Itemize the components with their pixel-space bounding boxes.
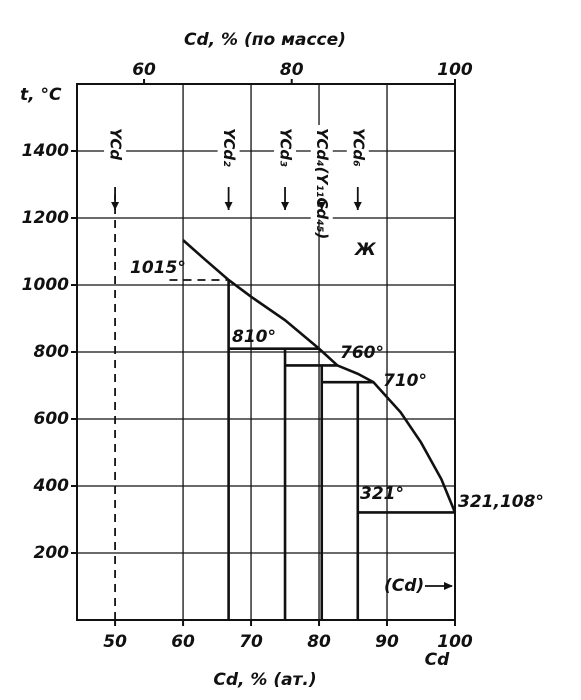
arrow-head [111, 202, 120, 210]
arrow-head [353, 202, 362, 210]
x2-axis-title: Cd, % (по массе) [184, 30, 346, 50]
x-tick-label: 90 [375, 632, 399, 652]
annotation: Ж [354, 240, 377, 260]
y-axis-title: t, °C [20, 85, 62, 105]
x2-tick-label: 80 [280, 60, 304, 80]
compound-label: YCd₃ [277, 128, 295, 167]
compound-label: YCd₄(Y₁₁Cd₄₅) [313, 128, 331, 239]
arrow-head [224, 202, 233, 210]
x2-tick-label: 100 [437, 60, 473, 80]
annotation: 1015° [130, 258, 186, 278]
x-axis-title: Cd, % (ат.) [213, 670, 316, 690]
y-tick-label: 600 [34, 409, 70, 429]
label-bg [104, 125, 127, 185]
label-bg [217, 125, 240, 185]
arrow-head [281, 202, 290, 210]
y-tick-label: 400 [33, 476, 70, 496]
liquidus-curve [182, 239, 457, 513]
x-tick-label: 100 [437, 632, 473, 652]
x-tick-label: 50 [103, 632, 127, 652]
x-tick-label: 70 [239, 632, 263, 652]
compound-label: YCd [107, 128, 125, 160]
annotation: (Cd) [384, 576, 424, 596]
x-end-label: Cd [425, 650, 450, 670]
y-tick-label: 1200 [22, 208, 69, 228]
x-tick-label: 60 [171, 632, 195, 652]
label-bg [346, 125, 369, 185]
y-tick-label: 800 [34, 342, 70, 362]
annotation: 810° [232, 327, 276, 347]
y-tick-label: 200 [34, 543, 70, 563]
x2-tick-label: 60 [132, 60, 156, 80]
arrow-head [444, 582, 453, 590]
annotation: 321,108° [458, 492, 544, 512]
compound-label: YCd₂ [220, 128, 238, 167]
y-tick-label: 1000 [22, 275, 69, 295]
annotation: 710° [383, 371, 427, 391]
y-tick-label: 1400 [22, 141, 69, 161]
x-tick-label: 80 [307, 632, 331, 652]
label-bg [274, 125, 297, 185]
label-bg [310, 125, 333, 220]
annotation: 321° [360, 484, 404, 504]
compound-label: YCd₆ [349, 128, 367, 167]
arrow-head [317, 202, 326, 210]
annotation: 760° [340, 343, 384, 363]
